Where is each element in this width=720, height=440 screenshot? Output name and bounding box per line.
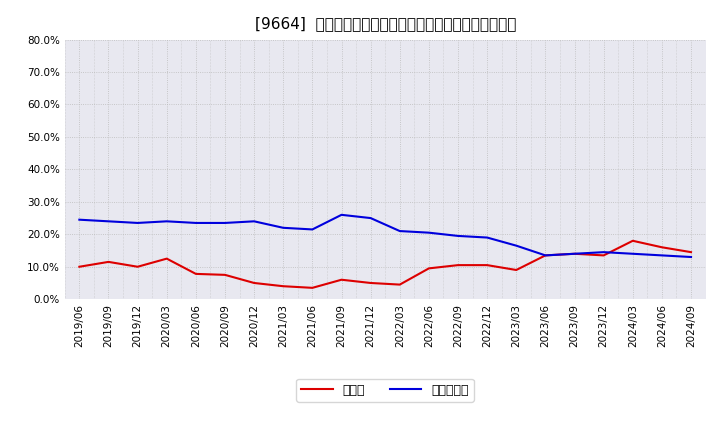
現預金	[133, 264, 142, 269]
現預金	[250, 280, 258, 286]
現預金	[366, 280, 375, 286]
有利子負債	[250, 219, 258, 224]
現預金	[629, 238, 637, 243]
現預金	[279, 284, 287, 289]
現預金	[163, 256, 171, 261]
有利子負債	[75, 217, 84, 222]
有利子負債	[104, 219, 113, 224]
Title: [9664]  現預金、有利子負債の総資産に対する比率の推移: [9664] 現預金、有利子負債の総資産に対する比率の推移	[254, 16, 516, 32]
有利子負債	[163, 219, 171, 224]
現預金	[599, 253, 608, 258]
有利子負債	[512, 243, 521, 248]
現預金	[337, 277, 346, 282]
現預金	[570, 251, 579, 257]
現預金	[192, 271, 200, 276]
有利子負債	[337, 212, 346, 217]
現預金	[687, 249, 696, 255]
有利子負債	[220, 220, 229, 226]
Legend: 現預金, 有利子負債: 現預金, 有利子負債	[297, 379, 474, 402]
有利子負債	[395, 228, 404, 234]
有利子負債	[629, 251, 637, 257]
有利子負債	[541, 253, 550, 258]
現預金	[220, 272, 229, 278]
現預金	[512, 268, 521, 273]
有利子負債	[279, 225, 287, 231]
現預金	[425, 266, 433, 271]
有利子負債	[366, 216, 375, 221]
有利子負債	[192, 220, 200, 226]
有利子負債	[599, 249, 608, 255]
現預金	[104, 259, 113, 264]
現預金	[395, 282, 404, 287]
有利子負債	[483, 235, 492, 240]
現預金	[308, 285, 317, 290]
有利子負債	[425, 230, 433, 235]
Line: 現預金: 現預金	[79, 241, 691, 288]
有利子負債	[570, 251, 579, 257]
有利子負債	[687, 254, 696, 260]
有利子負債	[657, 253, 666, 258]
現預金	[454, 263, 462, 268]
有利子負債	[454, 233, 462, 238]
現預金	[657, 245, 666, 250]
有利子負債	[133, 220, 142, 226]
Line: 有利子負債: 有利子負債	[79, 215, 691, 257]
有利子負債	[308, 227, 317, 232]
現預金	[483, 263, 492, 268]
現預金	[541, 253, 550, 258]
現預金	[75, 264, 84, 269]
